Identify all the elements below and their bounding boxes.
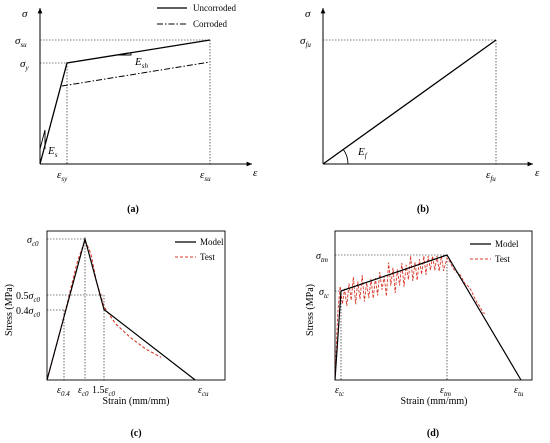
panel-c-xlabel: Strain (mm/mm) xyxy=(103,396,170,407)
panel-d-caption: (d) xyxy=(427,428,439,439)
panel-a-annot-esh: Esh xyxy=(134,56,148,70)
panel-c-xtick-ecu: εcu xyxy=(198,385,209,398)
panel-c-series-test xyxy=(46,238,162,381)
panel-d-xtick-tc: εtc xyxy=(335,385,345,398)
panel-d-legend-test: Test xyxy=(495,254,510,264)
panel-c-legend: Model Test xyxy=(175,237,224,262)
panel-b-ylabel: σ xyxy=(305,8,311,20)
panel-c-ylabel: Stress (MPa) xyxy=(4,284,15,336)
panel-d-xlabel: Strain (mm/mm) xyxy=(401,396,468,407)
panel-c-ytick-c0: σc0 xyxy=(27,235,39,248)
panel-c-legend-model: Model xyxy=(200,237,224,247)
panel-a-xtick-su: εsu xyxy=(200,169,211,183)
panel-d-legend: Model Test xyxy=(470,239,519,264)
panel-a-series-corroded xyxy=(61,61,211,87)
panel-d-ytick-tm: σtm xyxy=(316,251,328,264)
panel-c-xtick-e04: ε0.4 xyxy=(57,385,70,398)
panel-c-series-model xyxy=(46,236,196,381)
panel-b-annot-ef: Ef xyxy=(357,146,368,160)
panel-a-slope-triangle-es xyxy=(39,129,46,150)
panel-a-slope-triangle-esh xyxy=(116,52,132,56)
panel-d-legend-model: Model xyxy=(495,239,519,249)
panel-c-ytick-04: 0.4σc0 xyxy=(16,306,41,319)
panel-d-xtick-tu: εtu xyxy=(514,385,524,398)
panel-a: σ ε σsu σy εsy εsu Es Esh Uncorroded Cor… xyxy=(15,3,258,215)
panel-a-ylabel: σ xyxy=(22,8,28,20)
panel-d-series-model xyxy=(334,254,522,381)
panel-d-frame xyxy=(334,230,533,381)
panel-a-legend-corroded: Corroded xyxy=(193,19,227,29)
panel-d-ylabel: Stress (MPa) xyxy=(305,284,316,336)
panel-a-ytick-y: σy xyxy=(20,58,29,72)
panel-c-xtick-ec0: εc0 xyxy=(78,385,89,398)
panel-b-angle-arc xyxy=(343,149,349,165)
panel-d: σtm σtc εtc εtm εtu Strain (mm/mm) Stres… xyxy=(305,230,533,439)
panel-d-series-test xyxy=(334,255,487,381)
panel-a-caption: (a) xyxy=(127,204,139,215)
panel-c: σc0 0.5σc0 0.4σc0 ε0.4 εc0 1.5εc0 εcu St… xyxy=(4,230,226,439)
panel-b-xlabel: ε xyxy=(535,167,540,179)
panel-b-series-line xyxy=(322,39,497,165)
panel-a-legend: Uncorroded Corroded xyxy=(157,3,236,29)
panel-a-annot-es: Es xyxy=(47,145,58,159)
panel-c-frame xyxy=(46,230,226,381)
panel-a-series-uncorroded xyxy=(39,39,211,165)
panel-b: σ ε σfu εfu Ef (b) xyxy=(300,7,540,215)
panel-a-xtick-sy: εsy xyxy=(57,169,68,183)
panel-c-ytick-05: 0.5σc0 xyxy=(16,291,41,304)
panel-a-xlabel: ε xyxy=(253,167,258,179)
panel-a-legend-uncorroded: Uncorroded xyxy=(193,3,236,13)
panel-d-ytick-tc: σtc xyxy=(319,287,330,300)
panel-b-ytick-fu: σfu xyxy=(300,35,311,49)
panel-c-legend-test: Test xyxy=(200,252,215,262)
panel-b-caption: (b) xyxy=(417,204,429,215)
panel-a-ytick-su: σsu xyxy=(15,35,27,49)
panel-b-xtick-fu: εfu xyxy=(486,169,496,183)
panel-d-xtick-tm: εtm xyxy=(440,385,451,398)
panel-c-caption: (c) xyxy=(130,428,141,439)
